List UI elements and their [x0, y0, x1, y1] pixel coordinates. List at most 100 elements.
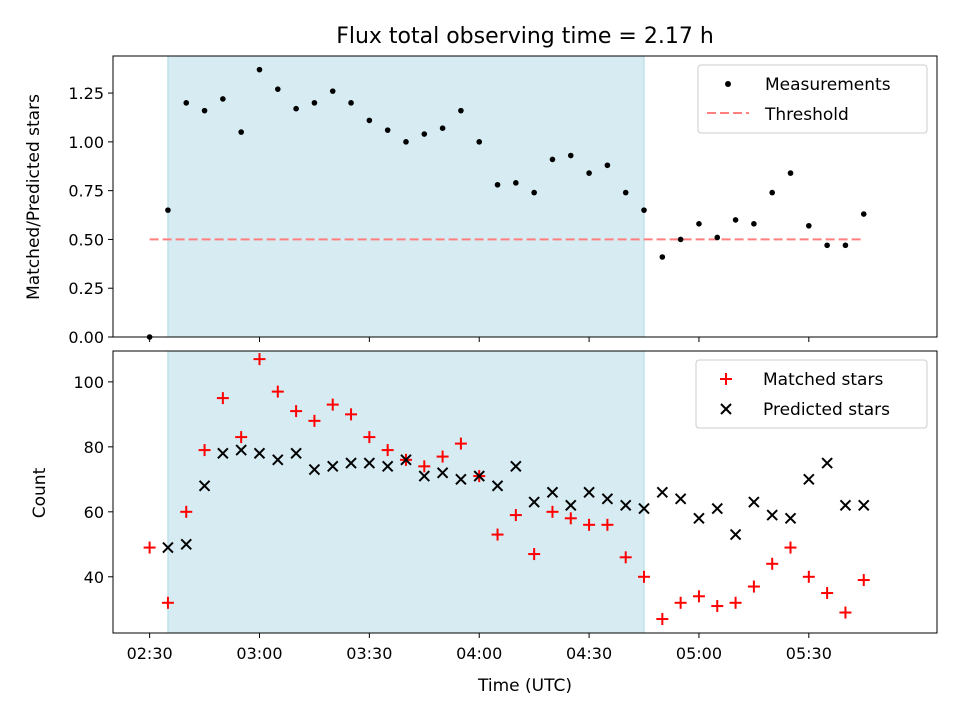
matched-stars-point [235, 431, 248, 444]
x-tick-label: 05:00 [676, 644, 722, 663]
matched-stars-point [692, 590, 705, 603]
predicted-stars-point [620, 499, 632, 512]
bottom-y-tick-label: 80 [84, 438, 104, 457]
predicted-stars-point [418, 470, 430, 482]
top-y-axis-label: Matched/Predicted stars [24, 94, 44, 300]
bottom-panel: 40 60 80 100 02:30 03:00 03:30 04:00 04:30 05:00… [30, 350, 938, 696]
top-shaded-interval [167, 55, 645, 338]
matched-stars-point [784, 541, 797, 554]
matched-stars-point [674, 596, 687, 609]
top-legend-box [697, 64, 928, 134]
measurement-point [238, 129, 244, 135]
top-axes-frame [112, 55, 938, 338]
measurement-point [256, 66, 263, 73]
predicted-stars-point [803, 473, 815, 486]
measurement-point [806, 222, 812, 229]
top-legend: Measurements Threshold [697, 64, 928, 134]
matched-stars-point [509, 509, 522, 522]
matched-stars-point [564, 512, 577, 525]
matched-stars-point [161, 596, 174, 609]
top-y-tick-label: 0.50 [68, 230, 104, 249]
predicted-stars-point [473, 470, 485, 482]
predicted-stars-point [253, 447, 266, 460]
measurement-point [769, 189, 775, 196]
legend-predicted-label: Predicted stars [763, 400, 890, 420]
predicted-stars-point [565, 499, 577, 512]
predicted-stars-point [180, 538, 192, 551]
predicted-stars-point [821, 457, 833, 469]
measurement-point [842, 242, 849, 249]
legend-predicted-marker [720, 403, 732, 415]
top-y-tick-label: 0.00 [68, 328, 104, 347]
measurement-point [860, 211, 867, 217]
measurement-point [787, 170, 794, 176]
bottom-y-tick-label: 60 [84, 503, 104, 522]
measurement-point [513, 180, 519, 186]
matched-stars-point [839, 606, 852, 619]
x-tick-label: 05:30 [786, 644, 832, 663]
measurement-point [732, 217, 739, 223]
measurement-point [714, 234, 721, 241]
predicted-stars-point [327, 460, 339, 473]
top-y-tick-label: 0.75 [68, 182, 104, 201]
predicted-stars-point [510, 460, 522, 473]
chart-title: Flux total observing time = 2.17 h [336, 24, 714, 49]
matched-stars-point [454, 437, 467, 450]
bottom-legend: Matched stars Predicted stars [695, 359, 928, 429]
bottom-y-tick-label: 40 [84, 568, 104, 587]
matched-stars-point [253, 353, 266, 366]
predicted-stars-point [455, 473, 467, 486]
predicted-stars-point [693, 512, 705, 525]
matched-stars-point [729, 596, 742, 609]
predicted-stars-point [656, 486, 669, 499]
predicted-stars-point [290, 447, 302, 460]
measurement-point [220, 96, 226, 102]
measurement-point [366, 117, 373, 124]
predicted-stars-point [491, 480, 504, 492]
x-tick-label: 03:00 [236, 644, 282, 663]
matched-stars-point [766, 557, 779, 570]
legend-matched-label: Matched stars [763, 370, 883, 390]
matched-stars-point [857, 574, 870, 587]
matched-stars-point [656, 613, 669, 626]
measurement-point [751, 221, 757, 227]
measurement-point [476, 139, 483, 145]
measurement-point [275, 86, 281, 92]
matched-stars-point [418, 460, 431, 473]
matched-stars-point [326, 398, 339, 411]
measurement-point [293, 105, 299, 112]
measurement-point [183, 100, 190, 106]
legend-measurements-label: Measurements [765, 75, 891, 95]
bottom-shaded-interval [167, 350, 645, 634]
predicted-stars-point [583, 486, 595, 499]
bottom-legend-box [695, 359, 928, 429]
predicted-stars-point [162, 541, 174, 554]
measurement-point [494, 181, 501, 188]
legend-threshold-label: Threshold [764, 105, 849, 125]
measurement-point [586, 170, 592, 176]
measurement-point [421, 131, 428, 137]
legend-measurements-marker [725, 81, 731, 87]
measurement-point [604, 162, 611, 169]
predicted-stars-point [601, 493, 614, 505]
matched-stars-point [381, 444, 394, 457]
predicted-stars-point [784, 512, 797, 525]
measurement-point [311, 100, 318, 106]
matched-stars-point [345, 408, 358, 421]
predicted-stars-point [308, 463, 321, 476]
top-y-tick-label: 1.25 [68, 84, 104, 103]
measurement-point [439, 125, 446, 132]
x-tick-label: 04:00 [456, 644, 502, 663]
predicted-stars-point [528, 496, 540, 508]
measurement-point [384, 127, 391, 133]
x-axis-label: Time (UTC) [477, 676, 572, 696]
predicted-stars-point [546, 486, 559, 499]
measurement-point [824, 242, 830, 249]
x-tick-label: 02:30 [127, 644, 173, 663]
matched-stars-point [601, 518, 614, 531]
predicted-stars-point [839, 499, 852, 512]
measurement-point [622, 189, 629, 196]
predicted-stars-point [748, 496, 760, 508]
measurement-point [201, 107, 208, 114]
